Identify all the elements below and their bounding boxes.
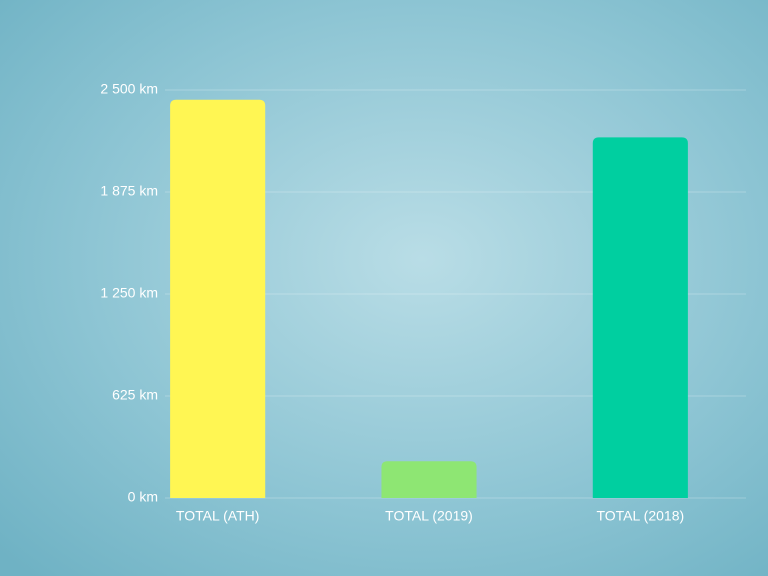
y-tick-label: 2 500 km <box>100 81 158 97</box>
bar <box>592 137 688 498</box>
y-tick-label: 625 km <box>112 387 158 403</box>
x-tick-label: TOTAL (ATH) <box>176 508 259 524</box>
bar <box>381 461 477 498</box>
y-tick-label: 1 250 km <box>100 285 158 301</box>
y-tick-label: 1 875 km <box>100 183 158 199</box>
x-tick-label: TOTAL (2019) <box>385 508 473 524</box>
bar <box>170 99 266 499</box>
x-tick-label: TOTAL (2018) <box>596 508 684 524</box>
y-tick-label: 0 km <box>128 489 158 505</box>
